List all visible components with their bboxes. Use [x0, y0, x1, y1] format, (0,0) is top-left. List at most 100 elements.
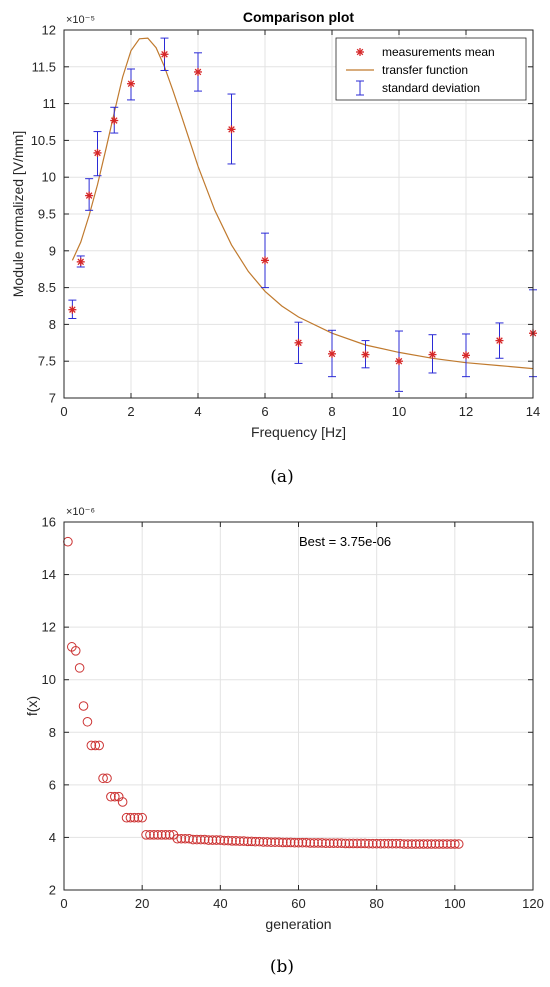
generation-point	[184, 833, 194, 844]
b-x-axis-label: generation	[265, 916, 331, 932]
generation-point	[195, 834, 206, 845]
generation-point	[422, 839, 433, 849]
b-grid	[63, 521, 534, 891]
generation-point	[321, 838, 331, 849]
b-x-tick-label: 20	[135, 896, 149, 911]
generation-point	[285, 837, 296, 848]
b-axes-frame	[63, 521, 534, 891]
generation-point	[156, 830, 167, 840]
generation-point	[289, 837, 300, 848]
a-x-tick-labels: 0 2 4 6 8 10 12 14	[60, 404, 540, 419]
a-x-tick-label: 4	[194, 404, 201, 419]
b-x-tick-label: 100	[444, 896, 466, 911]
a-chart-title: Comparison plot	[243, 9, 355, 25]
generation-point	[414, 839, 425, 849]
generation-point	[324, 838, 335, 849]
chart-a: 0 2 4 6 8 10 12 14 7 7.5 8 8.5 9 9.5 10 10.5 11 11.5 12 C…	[10, 9, 540, 440]
generation-point	[328, 838, 339, 849]
b-exponent-label: ×10⁻⁶	[66, 506, 95, 518]
generation-point	[418, 839, 429, 849]
measurement-mean-point	[93, 148, 102, 157]
generation-point	[426, 839, 437, 849]
a-x-tick-label: 6	[261, 404, 268, 419]
a-x-axis-label: Frequency [Hz]	[251, 424, 346, 440]
generation-point	[364, 838, 374, 849]
a-x-tick-label: 2	[127, 404, 134, 419]
a-curve-layer	[71, 37, 534, 370]
a-y-tick-label: 7	[49, 391, 56, 406]
generation-point	[133, 812, 144, 823]
generation-point	[254, 836, 265, 847]
a-legend-errorbar-std	[356, 80, 364, 96]
measurement-mean-point	[68, 305, 77, 314]
generation-point	[274, 837, 284, 847]
generation-point	[391, 838, 402, 849]
b-x-tick-label: 60	[291, 896, 305, 911]
a-y-tick-label: 12	[42, 23, 56, 38]
a-legend-box	[335, 37, 527, 101]
generation-point	[98, 773, 108, 784]
b-y-tick-label: 16	[42, 515, 56, 530]
a-legend-label-transfer: transfer function	[382, 63, 468, 77]
generation-point	[94, 740, 104, 751]
b-x-tick-label: 120	[522, 896, 544, 911]
b-y-tick-label: 12	[42, 620, 56, 635]
generation-point	[262, 837, 273, 847]
generation-point	[332, 838, 343, 849]
a-x-tick-label: 10	[392, 404, 406, 419]
measurement-mean-point	[328, 349, 336, 358]
generation-point	[125, 812, 136, 823]
generation-point	[110, 791, 120, 802]
legend-star	[356, 48, 364, 56]
generation-point	[231, 836, 241, 846]
generation-point	[176, 833, 187, 844]
a-y-tick-label: 11.5	[32, 59, 56, 74]
a-y-tick-label: 9.5	[38, 207, 56, 222]
generation-point	[129, 812, 140, 823]
generation-point	[188, 834, 198, 845]
b-y-tick-label: 6	[49, 777, 56, 792]
generation-point	[82, 716, 93, 727]
generation-point	[379, 838, 390, 849]
generation-point	[227, 836, 237, 846]
generation-point	[305, 838, 316, 848]
generation-point	[367, 838, 378, 849]
a-y-tick-label: 9	[49, 243, 56, 258]
generation-point	[450, 839, 460, 849]
generation-point	[340, 838, 351, 849]
b-best-annotation: Best = 3.75e-06	[299, 534, 391, 549]
generation-point	[164, 830, 175, 840]
generation-point	[246, 836, 257, 847]
generation-point	[403, 839, 413, 849]
generation-point	[215, 835, 226, 845]
generation-point	[360, 838, 370, 849]
generation-point	[149, 830, 159, 840]
generation-point	[106, 791, 116, 802]
generation-point	[211, 835, 222, 845]
generation-point	[153, 830, 163, 840]
b-y-tick-label: 2	[49, 883, 56, 898]
generation-point	[117, 797, 128, 807]
a-y-tick-label: 10	[42, 170, 56, 185]
generation-point	[266, 837, 276, 847]
b-y-tick-label: 10	[42, 672, 56, 687]
measurement-mean-point	[227, 125, 236, 134]
b-x-tick-label: 0	[60, 896, 67, 911]
generation-point	[317, 838, 327, 848]
b-x-tick-labels: 0 20 40 60 80 100 120	[60, 896, 543, 911]
b-y-axis-label: f(x)	[24, 696, 40, 716]
generation-point	[453, 839, 464, 849]
a-legend-marker-mean	[356, 48, 364, 56]
measurement-mean-point	[428, 350, 437, 359]
transfer-function-line	[71, 37, 534, 370]
generation-point	[70, 646, 81, 656]
b-y-tick-labels: 2 4 6 8 10 12 14 16	[42, 515, 56, 898]
generation-point	[160, 830, 171, 840]
measurement-mean-point	[85, 191, 94, 200]
caption-b: (b)	[270, 957, 294, 977]
a-x-tick-label: 0	[60, 404, 67, 419]
generation-point	[238, 836, 249, 846]
generation-point	[387, 838, 398, 849]
